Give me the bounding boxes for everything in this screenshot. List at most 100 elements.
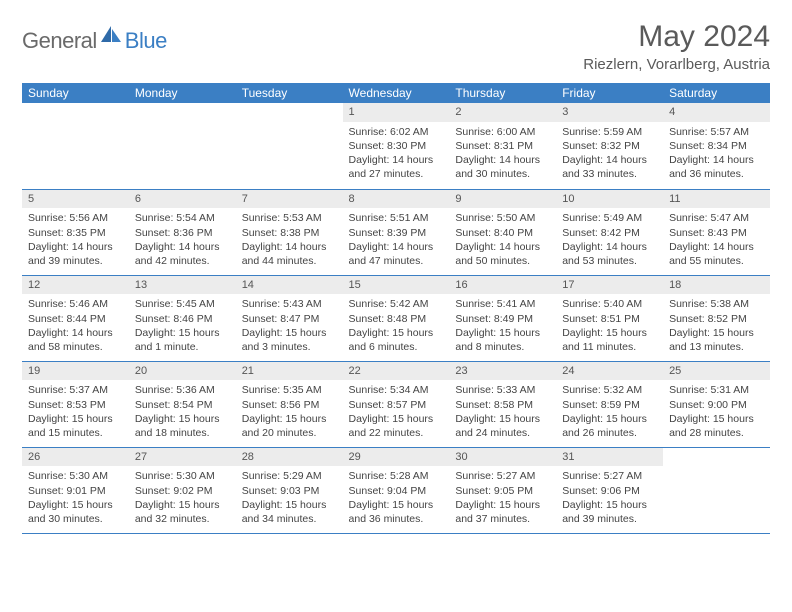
daylight-text: Daylight: 15 hours and 1 minute. [135,326,230,354]
daylight-text: Daylight: 14 hours and 44 minutes. [242,240,337,268]
sunrise-text: Sunrise: 5:46 AM [28,297,123,311]
day-header: Monday [129,83,236,103]
calendar-day-cell: 3Sunrise: 5:59 AMSunset: 8:32 PMDaylight… [556,103,663,189]
day-content: Sunrise: 5:34 AMSunset: 8:57 PMDaylight:… [343,380,450,444]
sunset-text: Sunset: 9:01 PM [28,484,123,498]
day-number [22,103,129,122]
calendar-day-cell: 7Sunrise: 5:53 AMSunset: 8:38 PMDaylight… [236,189,343,275]
daylight-text: Daylight: 14 hours and 58 minutes. [28,326,123,354]
day-number [236,103,343,122]
daylight-text: Daylight: 15 hours and 37 minutes. [455,498,550,526]
sunrise-text: Sunrise: 5:34 AM [349,383,444,397]
sunset-text: Sunset: 8:30 PM [349,139,444,153]
sunset-text: Sunset: 9:02 PM [135,484,230,498]
sunrise-text: Sunrise: 5:35 AM [242,383,337,397]
day-number: 22 [343,362,450,381]
daylight-text: Daylight: 15 hours and 36 minutes. [349,498,444,526]
day-number: 25 [663,362,770,381]
calendar-day-cell: 15Sunrise: 5:42 AMSunset: 8:48 PMDayligh… [343,275,450,361]
calendar-day-cell [663,447,770,533]
day-header: Tuesday [236,83,343,103]
day-content: Sunrise: 5:54 AMSunset: 8:36 PMDaylight:… [129,208,236,272]
calendar-day-cell: 26 Sunrise: 5:30 AMSunset: 9:01 PMDayligh… [22,447,129,533]
sunset-text: Sunset: 8:59 PM [562,398,657,412]
calendar-day-cell: 19Sunrise: 5:37 AMSunset: 8:53 PMDayligh… [22,361,129,447]
sunset-text: Sunset: 9:05 PM [455,484,550,498]
daylight-text: Daylight: 15 hours and 30 minutes. [28,498,123,526]
sunset-text: Sunset: 9:06 PM [562,484,657,498]
calendar-day-cell [22,103,129,189]
day-header-row: Sunday Monday Tuesday Wednesday Thursday… [22,83,770,103]
day-content: Sunrise: 5:42 AMSunset: 8:48 PMDaylight:… [343,294,450,358]
sunset-text: Sunset: 8:53 PM [28,398,123,412]
day-number: 21 [236,362,343,381]
daylight-text: Daylight: 15 hours and 39 minutes. [562,498,657,526]
day-number: 2 [449,103,556,122]
calendar-day-cell: 14Sunrise: 5:43 AMSunset: 8:47 PMDayligh… [236,275,343,361]
day-number: 26 [22,448,129,467]
day-content: Sunrise: 5:31 AMSunset: 9:00 PMDaylight:… [663,380,770,444]
daylight-text: Daylight: 15 hours and 24 minutes. [455,412,550,440]
day-number: 11 [663,190,770,209]
daylight-text: Daylight: 15 hours and 13 minutes. [669,326,764,354]
day-number: 10 [556,190,663,209]
day-number: 9 [449,190,556,209]
sunset-text: Sunset: 8:47 PM [242,312,337,326]
sunrise-text: Sunrise: 5:33 AM [455,383,550,397]
day-header: Saturday [663,83,770,103]
sunrise-text: Sunrise: 5:50 AM [455,211,550,225]
day-number [129,103,236,122]
day-content: Sunrise: 5:27 AMSunset: 9:05 PMDaylight:… [449,466,556,530]
sunset-text: Sunset: 8:43 PM [669,226,764,240]
daylight-text: Daylight: 15 hours and 34 minutes. [242,498,337,526]
calendar-week-row: 1Sunrise: 6:02 AMSunset: 8:30 PMDaylight… [22,103,770,189]
sunrise-text: Sunrise: 5:57 AM [669,125,764,139]
calendar-day-cell: 23Sunrise: 5:33 AMSunset: 8:58 PMDayligh… [449,361,556,447]
sunset-text: Sunset: 8:42 PM [562,226,657,240]
calendar-day-cell: 24Sunrise: 5:32 AMSunset: 8:59 PMDayligh… [556,361,663,447]
daylight-text: Daylight: 14 hours and 30 minutes. [455,153,550,181]
calendar-day-cell: 27Sunrise: 5:30 AMSunset: 9:02 PMDayligh… [129,447,236,533]
day-number: 8 [343,190,450,209]
sunset-text: Sunset: 8:51 PM [562,312,657,326]
day-content: Sunrise: 5:45 AMSunset: 8:46 PMDaylight:… [129,294,236,358]
page-title: May 2024 [583,20,770,54]
sunrise-text: Sunrise: 5:30 AM [28,469,123,483]
day-number: 13 [129,276,236,295]
daylight-text: Daylight: 14 hours and 33 minutes. [562,153,657,181]
sunset-text: Sunset: 8:34 PM [669,139,764,153]
sunrise-text: Sunrise: 5:36 AM [135,383,230,397]
logo-sail-icon [101,26,123,47]
sunrise-text: Sunrise: 5:51 AM [349,211,444,225]
day-content: Sunrise: 5:46 AMSunset: 8:44 PMDaylight:… [22,294,129,358]
sunrise-text: Sunrise: 5:30 AM [135,469,230,483]
day-content: Sunrise: 5:32 AMSunset: 8:59 PMDaylight:… [556,380,663,444]
sunset-text: Sunset: 9:04 PM [349,484,444,498]
daylight-text: Daylight: 15 hours and 26 minutes. [562,412,657,440]
day-content: Sunrise: 5:36 AMSunset: 8:54 PMDaylight:… [129,380,236,444]
day-number: 12 [22,276,129,295]
daylight-text: Daylight: 15 hours and 11 minutes. [562,326,657,354]
daylight-text: Daylight: 15 hours and 6 minutes. [349,326,444,354]
calendar-week-row: 12Sunrise: 5:46 AMSunset: 8:44 PMDayligh… [22,275,770,361]
day-content: Sunrise: 5:49 AMSunset: 8:42 PMDaylight:… [556,208,663,272]
day-number: 7 [236,190,343,209]
sunset-text: Sunset: 8:57 PM [349,398,444,412]
calendar-day-cell: 2Sunrise: 6:00 AMSunset: 8:31 PMDaylight… [449,103,556,189]
calendar-day-cell: 31Sunrise: 5:27 AMSunset: 9:06 PMDayligh… [556,447,663,533]
day-number: 4 [663,103,770,122]
day-number: 27 [129,448,236,467]
calendar-day-cell: 10Sunrise: 5:49 AMSunset: 8:42 PMDayligh… [556,189,663,275]
calendar-week-row: 19Sunrise: 5:37 AMSunset: 8:53 PMDayligh… [22,361,770,447]
day-content: Sunrise: 5:59 AMSunset: 8:32 PMDaylight:… [556,122,663,186]
sunrise-text: Sunrise: 5:54 AM [135,211,230,225]
daylight-text: Daylight: 14 hours and 36 minutes. [669,153,764,181]
calendar-day-cell: 5Sunrise: 5:56 AMSunset: 8:35 PMDaylight… [22,189,129,275]
calendar-day-cell: 25Sunrise: 5:31 AMSunset: 9:00 PMDayligh… [663,361,770,447]
day-content: Sunrise: 6:00 AMSunset: 8:31 PMDaylight:… [449,122,556,186]
day-number: 23 [449,362,556,381]
day-content: Sunrise: 5:35 AMSunset: 8:56 PMDaylight:… [236,380,343,444]
calendar-day-cell: 6Sunrise: 5:54 AMSunset: 8:36 PMDaylight… [129,189,236,275]
day-number: 3 [556,103,663,122]
sunrise-text: Sunrise: 5:37 AM [28,383,123,397]
